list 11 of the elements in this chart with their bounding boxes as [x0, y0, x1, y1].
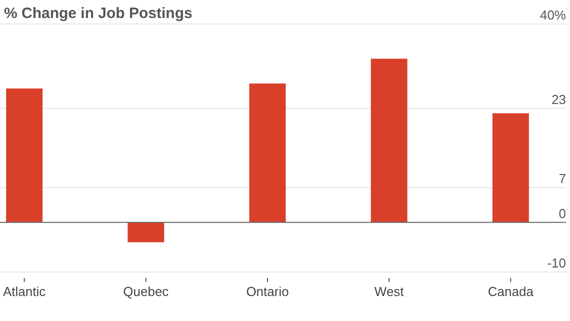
x-tick-label: Ontario	[246, 284, 289, 299]
chart-title: % Change in Job Postings	[4, 5, 192, 22]
x-tick-label: Canada	[488, 284, 534, 299]
y-tick-label: 0	[558, 206, 566, 221]
y-tick-label: -10	[547, 255, 566, 270]
x-tick-label: Atlantic	[3, 284, 46, 299]
y-tick-label: 23	[552, 92, 566, 107]
x-tick-label: Quebec	[123, 284, 170, 299]
y-tick-label: 7	[558, 171, 566, 186]
x-tick-label: West	[374, 284, 404, 299]
y-tick-label: 40%	[540, 7, 566, 22]
